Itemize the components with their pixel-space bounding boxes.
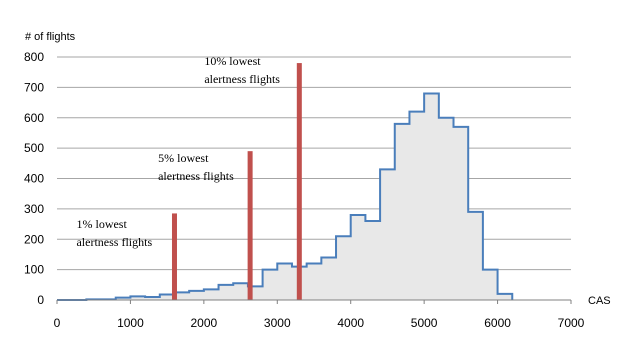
threshold-annotation: 1% lowest xyxy=(76,217,127,231)
histogram xyxy=(57,92,514,301)
y-tick-label: 400 xyxy=(24,172,44,186)
x-tick-label: 6000 xyxy=(484,316,511,330)
threshold-line xyxy=(247,151,253,300)
threshold-annotation: 10% lowest xyxy=(204,54,261,68)
labels: 0 100 200 300 400 500 600 700 800 1% lowest alertn… xyxy=(24,31,611,330)
histogram-bin xyxy=(204,289,219,300)
x-axis-label: CAS xyxy=(588,295,611,307)
y-tick-label: 500 xyxy=(24,141,44,155)
y-tick-label: 100 xyxy=(24,263,44,277)
x-tick-label: 7000 xyxy=(558,316,585,330)
y-tick-label: 300 xyxy=(24,202,44,216)
y-tick-label: 600 xyxy=(24,111,44,125)
y-tick-label: 0 xyxy=(37,293,44,307)
histogram-bin xyxy=(380,169,395,300)
threshold-line xyxy=(296,63,302,301)
threshold-annotation: alertness flights xyxy=(76,235,152,249)
threshold-annotation: alertness flights xyxy=(204,72,280,86)
grid xyxy=(57,56,571,271)
histogram-bin xyxy=(365,221,380,300)
histogram-bin xyxy=(483,270,498,300)
x-tick-label: 0 xyxy=(54,316,61,330)
histogram-bin xyxy=(395,124,410,300)
x-tick-label: 1000 xyxy=(117,316,144,330)
x-tick-label: 3000 xyxy=(264,316,291,330)
histogram-bin xyxy=(439,118,454,300)
x-tick-label: 5000 xyxy=(411,316,438,330)
x-tick-label: 2000 xyxy=(191,316,218,330)
histogram-bin xyxy=(263,270,278,300)
y-axis-label: # of flights xyxy=(25,31,76,43)
histogram-bin xyxy=(468,212,483,300)
axes xyxy=(56,299,572,304)
threshold-lines xyxy=(171,63,302,301)
histogram-bin xyxy=(409,112,424,300)
histogram-bin xyxy=(454,127,469,300)
histogram-outline xyxy=(57,92,514,301)
histogram-bin xyxy=(351,215,366,300)
y-tick-label: 200 xyxy=(24,232,44,246)
histogram-bin xyxy=(307,264,322,300)
histogram-bin xyxy=(498,294,513,300)
threshold-line xyxy=(171,213,177,300)
histogram-bin xyxy=(130,296,145,300)
histogram-bin xyxy=(219,285,234,300)
histogram-bin xyxy=(336,236,351,300)
x-tick-label: 4000 xyxy=(337,316,364,330)
histogram-bin xyxy=(321,257,336,300)
y-tick-label: 700 xyxy=(24,80,44,94)
threshold-annotation: 5% lowest xyxy=(158,151,209,165)
histogram-bin xyxy=(233,283,248,300)
y-tick-label: 800 xyxy=(24,50,44,64)
histogram-bin xyxy=(424,93,439,300)
histogram-fill xyxy=(57,93,513,300)
threshold-annotation: alertness flights xyxy=(158,169,234,183)
histogram-bin xyxy=(277,264,292,300)
histogram-bin xyxy=(189,291,204,300)
